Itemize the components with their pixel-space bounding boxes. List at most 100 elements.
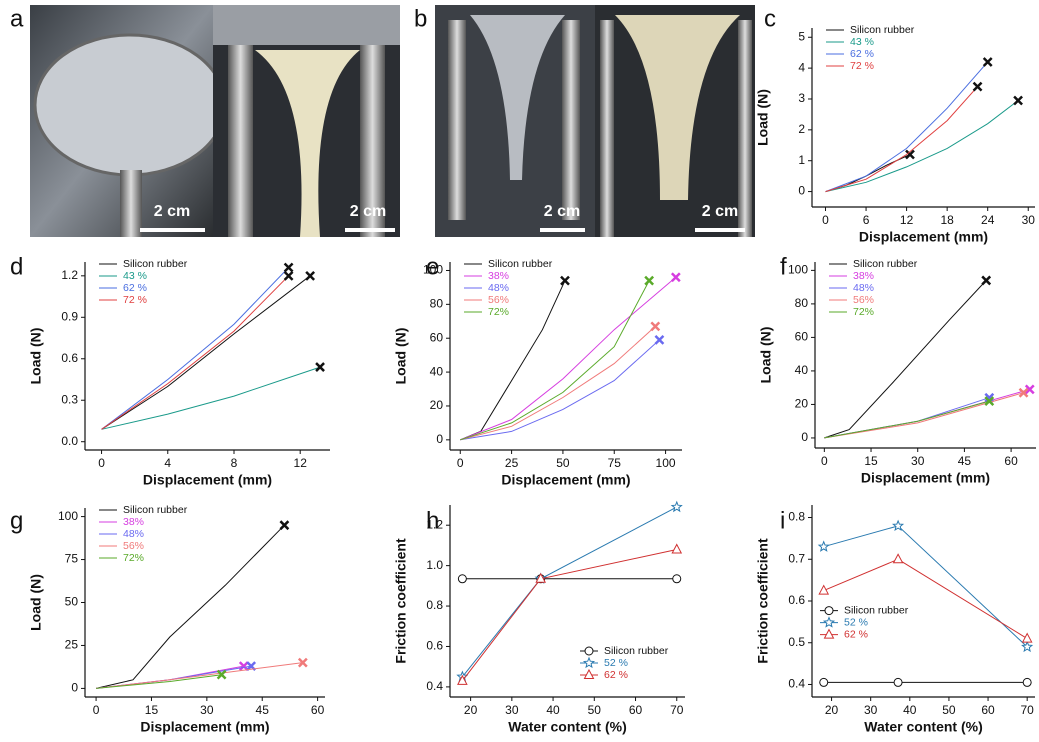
photo-detail — [33, 33, 227, 177]
x-tick-label: 100 — [656, 456, 676, 470]
series-line — [96, 665, 244, 689]
legend-label: 52 % — [844, 616, 868, 628]
marker — [457, 674, 468, 685]
y-tick-label: 75 — [65, 552, 79, 566]
end-marker — [650, 321, 661, 332]
end-marker — [905, 149, 915, 160]
y-tick-label: 1.2 — [426, 517, 443, 531]
x-axis-label: Water content (%) — [508, 719, 626, 735]
y-tick-label: 60 — [430, 330, 444, 344]
x-tick-label: 40 — [546, 703, 560, 717]
panel-label: c — [764, 5, 776, 32]
marker — [822, 616, 836, 628]
x-axis-label: Displacement (mm) — [501, 472, 630, 488]
y-tick-label: 0.8 — [788, 510, 805, 524]
series-line — [824, 397, 990, 439]
series-line — [101, 275, 311, 430]
y-tick-label: 100 — [58, 509, 78, 523]
series-line — [824, 280, 987, 439]
series-line — [825, 61, 989, 193]
y-axis-label: Load (N) — [28, 574, 44, 631]
marker — [824, 606, 834, 616]
x-tick-label: 75 — [608, 456, 622, 470]
marker — [891, 519, 905, 531]
x-tick-label: 4 — [164, 456, 171, 470]
end-marker — [216, 669, 227, 680]
legend-label: 62 % — [604, 669, 628, 681]
y-tick-label: 0 — [71, 681, 78, 695]
photo-detail — [562, 20, 580, 220]
legend-label: 43 % — [850, 36, 874, 48]
x-tick-label: 50 — [942, 703, 956, 717]
y-tick-label: 100 — [788, 263, 808, 277]
marker — [583, 668, 595, 679]
marker — [535, 572, 547, 583]
series-line — [95, 524, 285, 689]
marker — [819, 677, 829, 687]
y-axis-label: Load (N) — [758, 327, 774, 384]
x-tick-label: 30 — [911, 454, 925, 468]
legend-label: Silicon rubber — [850, 24, 915, 36]
marker — [1022, 677, 1032, 687]
x-tick-label: 50 — [588, 703, 602, 717]
end-marker — [560, 275, 570, 286]
y-tick-label: 1.2 — [61, 268, 78, 282]
marker — [582, 656, 596, 669]
end-marker — [1018, 387, 1029, 398]
y-tick-label: 4 — [798, 60, 805, 74]
y-tick-label: 0.7 — [788, 551, 805, 565]
marker — [817, 540, 830, 552]
legend-label: Silicon rubber — [853, 258, 918, 270]
x-axis-label: Displacement (mm) — [143, 472, 272, 488]
legend-label: 62 % — [123, 282, 147, 294]
y-tick-label: 0.0 — [61, 434, 78, 448]
photo-detail — [738, 20, 752, 237]
y-tick-label: 2 — [798, 122, 805, 136]
y-tick-label: 40 — [430, 364, 444, 378]
photo-detail — [470, 15, 565, 180]
series-line — [96, 674, 222, 689]
end-marker — [984, 392, 995, 403]
x-tick-label: 12 — [294, 456, 308, 470]
panel-label: d — [10, 253, 23, 280]
marker — [818, 584, 830, 595]
y-axis-label: Load (N) — [28, 328, 44, 385]
y-tick-label: 5 — [798, 29, 805, 43]
scale-bar-label: 2 cm — [350, 203, 386, 220]
x-tick-label: 0 — [98, 456, 105, 470]
end-marker — [984, 396, 995, 406]
legend-label: Silicon rubber — [123, 504, 188, 516]
y-tick-label: 20 — [430, 398, 444, 412]
x-tick-label: 15 — [145, 703, 159, 717]
legend-label: 56% — [488, 294, 509, 306]
y-tick-label: 0.6 — [788, 593, 805, 607]
end-marker — [654, 335, 665, 345]
y-tick-label: 1.0 — [426, 558, 443, 572]
x-tick-label: 12 — [900, 213, 914, 227]
x-tick-label: 0 — [822, 213, 829, 227]
legend-label: 72% — [123, 552, 144, 564]
marker — [671, 543, 683, 554]
series-line — [824, 388, 1030, 439]
x-tick-label: 45 — [256, 703, 270, 717]
x-tick-label: 70 — [670, 703, 684, 717]
x-tick-label: 15 — [864, 454, 878, 468]
y-tick-label: 0 — [436, 432, 443, 446]
x-tick-label: 50 — [556, 456, 570, 470]
x-axis-label: Displacement (mm) — [140, 719, 269, 735]
legend-label: Silicon rubber — [123, 258, 188, 270]
x-tick-label: 30 — [1022, 213, 1036, 227]
x-tick-label: 0 — [457, 456, 464, 470]
end-marker — [283, 270, 294, 281]
x-axis-label: Displacement (mm) — [861, 470, 990, 486]
end-marker — [972, 81, 983, 92]
scale-bar-label: 2 cm — [154, 203, 190, 220]
scale-bar-label: 2 cm — [544, 203, 580, 220]
y-tick-label: 25 — [65, 638, 79, 652]
end-marker — [283, 262, 294, 273]
y-tick-label: 50 — [65, 595, 79, 609]
photo-detail — [228, 40, 253, 237]
y-axis-label: Load (N) — [755, 89, 771, 146]
end-marker — [644, 275, 655, 286]
legend-label: 38% — [488, 270, 509, 282]
